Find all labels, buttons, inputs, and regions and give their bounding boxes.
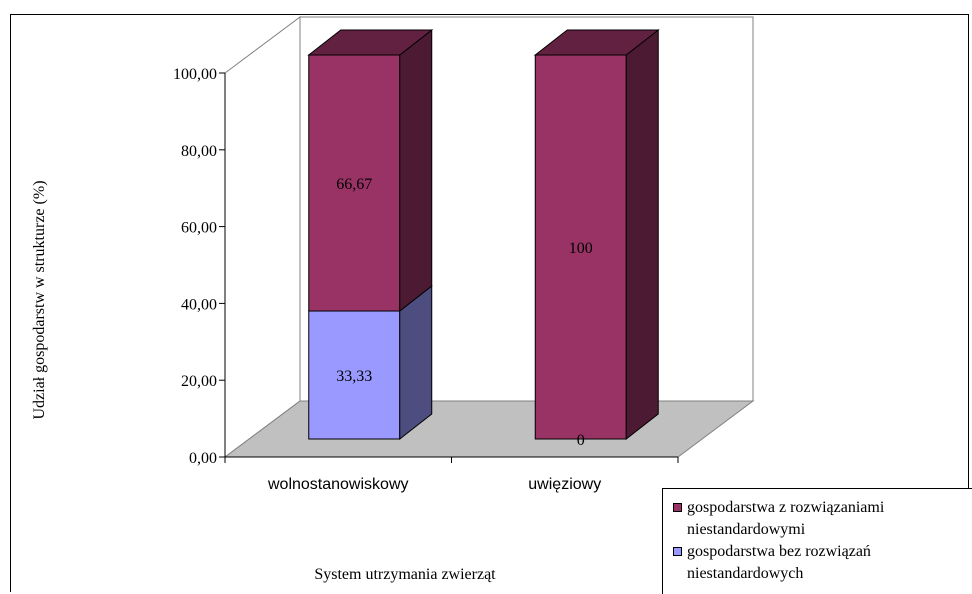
floor <box>223 400 755 458</box>
bar-side <box>399 284 433 441</box>
legend-swatch-standard <box>673 547 682 556</box>
y-tick-label: 80,00 <box>181 143 217 160</box>
legend-swatch-custom <box>673 503 682 512</box>
data-label: 66,67 <box>336 176 372 193</box>
bar-side <box>625 28 659 441</box>
chart-walls <box>223 16 755 458</box>
y-tick-label: 20,00 <box>181 373 217 390</box>
y-axis: 0,00 20,00 40,00 60,00 80,00 100,00 <box>173 66 226 467</box>
x-axis: wolnostanowiskowy uwięziowy <box>224 456 679 493</box>
bars <box>307 28 660 441</box>
bar <box>534 54 627 440</box>
data-label: 0 <box>577 432 585 449</box>
y-tick-label: 60,00 <box>181 220 217 237</box>
data-label: 33,33 <box>336 368 372 385</box>
bar <box>308 54 401 312</box>
bar-top <box>307 29 434 56</box>
x-tick-label: wolnostanowiskowy <box>267 476 409 493</box>
side-wall <box>224 16 301 458</box>
x-tick-label: uwięziowy <box>528 476 601 493</box>
y-tick-label: 100,00 <box>173 66 217 83</box>
data-label: 100 <box>569 240 593 257</box>
bar-side <box>399 28 433 313</box>
legend: gospodarstwa z rozwiązaniami niestandard… <box>662 488 972 594</box>
x-axis-title: System utrzymania zwierząt <box>314 566 496 583</box>
y-tick-label: 40,00 <box>181 296 217 313</box>
bar <box>308 310 401 440</box>
bar-top <box>533 29 660 56</box>
data-labels: 33,33 66,67 0 100 <box>336 176 593 449</box>
legend-label-standard: gospodarstwa bez rozwiązań niestandardow… <box>687 543 871 582</box>
y-axis-title-text: Udział gospodarstw w strukturze (%) <box>31 180 48 420</box>
y-tick-label: 0,00 <box>189 450 217 467</box>
chart-frame <box>10 14 969 592</box>
legend-label-custom: gospodarstwa z rozwiązaniami niestandard… <box>687 499 885 538</box>
